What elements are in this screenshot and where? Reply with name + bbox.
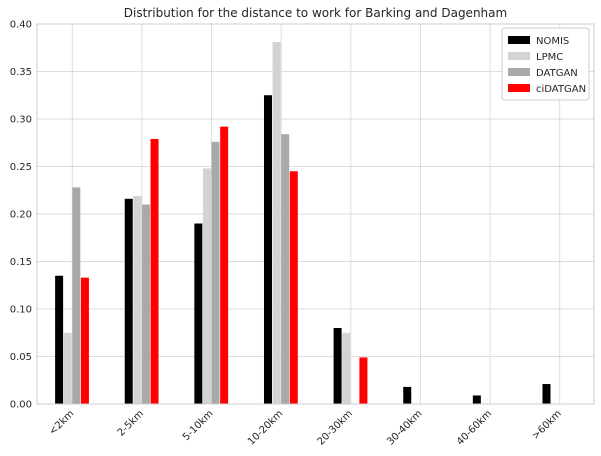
bar-cidatgan-2 (220, 126, 229, 404)
bar-nomis-7 (542, 384, 551, 404)
bar-nomis-0 (55, 275, 64, 404)
legend-box (501, 27, 590, 101)
bar-lpmc-3 (272, 42, 281, 405)
bar-nomis-1 (124, 198, 133, 404)
bar-cidatgan-4 (359, 357, 368, 404)
legend: NOMIS LPMC DATGAN ciDATGAN (501, 27, 590, 101)
legend-label: ciDATGAN (536, 84, 586, 95)
bar-nomis-3 (263, 95, 272, 404)
y-tick-label: 0.20 (10, 210, 32, 221)
y-tick-label: 0.30 (10, 115, 32, 126)
x-tick-label: 30-40km (385, 408, 424, 447)
x-tick-label: 20-30km (316, 408, 355, 447)
legend-label: DATGAN (536, 68, 578, 79)
bar-lpmc-2 (202, 168, 211, 404)
y-tick-label: 0.00 (10, 400, 32, 411)
legend-label: LPMC (536, 52, 563, 63)
y-tick-label: 0.10 (10, 305, 32, 316)
y-tick-label: 0.15 (10, 257, 32, 268)
x-tick-label: >60km (530, 408, 564, 442)
bar-datgan-0 (72, 187, 81, 404)
x-tick-label: 2-5km (116, 408, 146, 438)
x-tick-label: 40-60km (455, 408, 494, 447)
x-tick-label: 10-20km (246, 408, 285, 447)
x-tick-label: <2km (47, 408, 76, 437)
bars (55, 42, 551, 405)
bar-cidatgan-3 (289, 171, 298, 404)
bar-lpmc-4 (342, 332, 351, 404)
legend-swatch-lpmc (508, 52, 530, 60)
bar-nomis-5 (403, 386, 412, 404)
y-tick-label: 0.25 (10, 162, 32, 173)
bar-datgan-1 (141, 204, 150, 404)
bar-lpmc-1 (133, 195, 142, 404)
legend-swatch-datgan (508, 68, 530, 76)
x-axis-ticks: <2km 2-5km 5-10km 10-20km 20-30km 30-40km 40-6… (47, 408, 564, 447)
y-tick-label: 0.05 (10, 352, 32, 363)
x-tick-label: 5-10km (181, 408, 216, 443)
legend-swatch-cidatgan (508, 84, 530, 92)
y-tick-label: 0.35 (10, 67, 32, 78)
bar-nomis-2 (194, 223, 203, 404)
bar-nomis-4 (333, 328, 342, 404)
legend-label: NOMIS (536, 36, 569, 47)
bar-nomis-6 (472, 395, 481, 404)
bar-lpmc-0 (63, 332, 72, 404)
legend-swatch-nomis (508, 36, 530, 44)
chart-title: Distribution for the distance to work fo… (124, 6, 507, 20)
bar-datgan-2 (211, 141, 220, 405)
y-axis-ticks: 0.00 0.05 0.10 0.15 0.20 0.25 0.30 0.35 0.40 (10, 20, 32, 411)
bar-datgan-3 (281, 134, 290, 404)
bar-cidatgan-0 (80, 277, 89, 404)
bar-cidatgan-1 (150, 138, 159, 404)
plot-frame (36, 23, 595, 405)
y-tick-label: 0.40 (10, 20, 32, 31)
